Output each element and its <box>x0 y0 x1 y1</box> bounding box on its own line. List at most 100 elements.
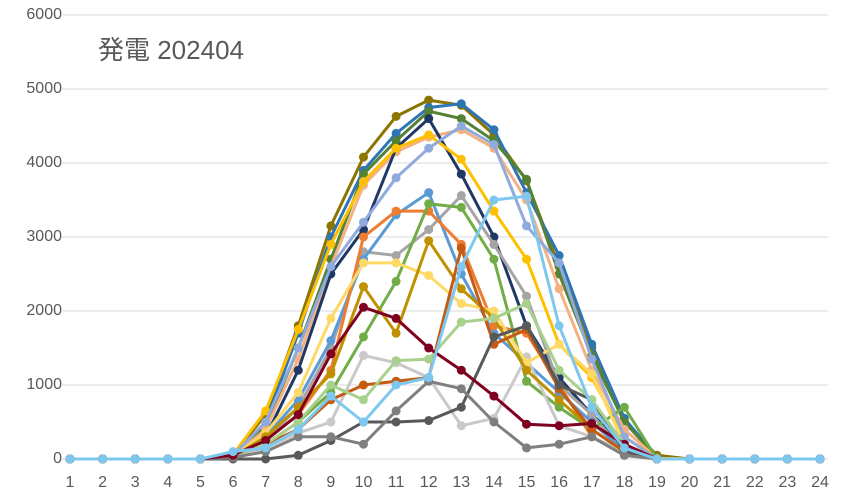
data-point <box>391 251 401 260</box>
x-tick-label: 17 <box>583 474 601 491</box>
x-tick-label: 5 <box>196 474 205 491</box>
data-point <box>358 258 368 268</box>
data-point <box>326 221 336 231</box>
x-tick-label: 14 <box>485 474 503 491</box>
y-tick-label: 3000 <box>26 228 62 245</box>
data-point <box>424 143 434 153</box>
x-tick-label: 18 <box>615 474 633 491</box>
data-point <box>130 454 140 464</box>
data-point <box>456 299 466 309</box>
data-point <box>456 114 466 124</box>
data-point <box>391 173 401 183</box>
x-tick-label: 6 <box>229 474 238 491</box>
data-point <box>456 262 466 272</box>
data-point <box>391 313 401 323</box>
data-point <box>98 454 108 464</box>
series-line <box>70 379 820 461</box>
data-point <box>424 416 434 426</box>
data-point <box>489 125 499 135</box>
data-point <box>326 432 336 442</box>
data-point <box>424 106 434 116</box>
data-point <box>424 225 434 235</box>
data-point <box>554 421 564 431</box>
y-tick-label: 5000 <box>26 80 62 97</box>
series-line <box>70 246 820 461</box>
x-tick-label: 11 <box>388 474 405 491</box>
series-line <box>70 194 820 461</box>
data-point <box>293 432 303 442</box>
data-point <box>391 356 401 366</box>
data-point <box>489 306 499 316</box>
data-point <box>424 343 434 353</box>
data-point <box>261 406 271 416</box>
data-point <box>293 343 303 353</box>
series-line <box>70 133 820 461</box>
data-point <box>424 236 434 246</box>
y-tick-label: 6000 <box>26 6 62 23</box>
data-point <box>489 206 499 216</box>
data-point <box>228 447 238 457</box>
data-point <box>522 191 532 201</box>
x-tick-label: 3 <box>131 474 140 491</box>
data-point <box>456 243 466 253</box>
y-tick-label: 4000 <box>26 154 62 171</box>
data-point <box>293 325 303 334</box>
data-point <box>261 454 271 464</box>
data-point <box>717 454 727 464</box>
data-point <box>456 191 466 201</box>
data-point <box>489 332 499 342</box>
series-line <box>70 239 820 461</box>
data-point <box>195 454 205 464</box>
series-line <box>70 128 820 461</box>
data-point <box>587 402 597 412</box>
data-point <box>358 169 368 179</box>
data-point <box>652 454 662 464</box>
data-point <box>424 199 434 209</box>
data-point <box>750 454 760 464</box>
data-point <box>326 369 336 379</box>
data-point <box>782 454 792 464</box>
data-point <box>587 369 597 379</box>
y-tick-label: 1000 <box>26 376 62 393</box>
x-tick-label: 1 <box>66 474 75 491</box>
data-point <box>815 454 825 464</box>
data-point <box>554 439 564 449</box>
data-point <box>456 421 466 431</box>
data-point <box>391 380 401 390</box>
data-point <box>522 419 532 429</box>
x-tick-label: 21 <box>713 474 731 491</box>
data-point <box>326 313 336 323</box>
data-point <box>424 354 434 364</box>
data-point <box>358 217 368 227</box>
x-tick-label: 13 <box>452 474 470 491</box>
data-point <box>619 443 629 453</box>
data-point <box>489 254 499 264</box>
data-point <box>554 402 564 412</box>
x-tick-label: 15 <box>518 474 536 491</box>
data-point <box>358 350 368 360</box>
x-tick-label: 22 <box>746 474 764 491</box>
x-tick-label: 16 <box>550 474 568 491</box>
data-point <box>587 418 597 428</box>
series-line <box>70 124 820 461</box>
data-point <box>522 254 532 264</box>
data-point <box>358 177 368 186</box>
series-line <box>70 102 820 461</box>
data-point <box>554 321 564 331</box>
series-line <box>70 324 820 461</box>
data-point <box>522 376 532 386</box>
data-point <box>391 206 401 216</box>
x-tick-label: 23 <box>778 474 796 491</box>
series-line <box>70 305 820 461</box>
data-point <box>391 128 401 138</box>
data-point <box>522 321 532 331</box>
data-point <box>163 454 173 464</box>
data-point <box>522 174 532 184</box>
data-point <box>358 439 368 449</box>
x-tick-label: 12 <box>420 474 438 491</box>
data-point <box>424 95 434 105</box>
data-point <box>456 284 466 294</box>
chart-title: 発電 202404 <box>98 35 244 65</box>
data-point <box>261 417 271 427</box>
data-point <box>456 169 466 179</box>
